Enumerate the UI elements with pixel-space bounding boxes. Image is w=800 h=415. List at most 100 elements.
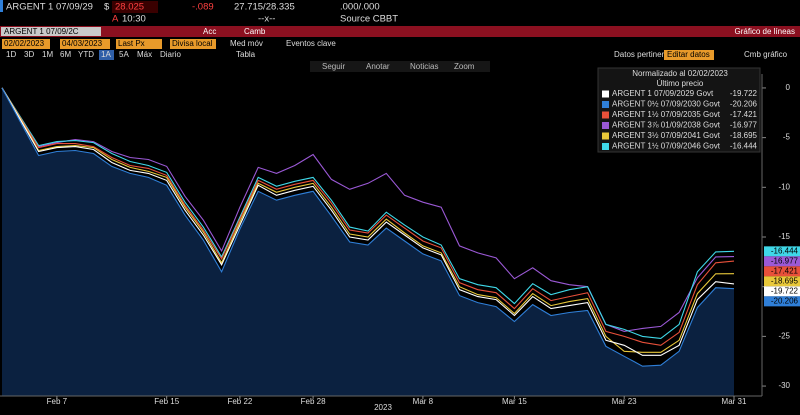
legend-swatch [602,132,609,140]
x-group-label: 2023 [374,403,392,412]
series-line [1,87,735,356]
y-tick-label: -15 [778,232,790,241]
tool-button[interactable]: Seguir [322,62,345,71]
y-tick-label: -25 [778,331,790,340]
period-button[interactable]: YTD [78,50,94,59]
legend-subtitle: Último precio [657,79,704,88]
currency: $ [104,2,110,13]
value-flag [764,276,800,287]
legend-swatch [602,90,609,98]
y-tick-label: -10 [778,182,790,191]
series-line [1,87,735,332]
legend-title: Normalizado al 02/02/2023 [632,69,728,78]
period-button[interactable]: Diario [160,50,181,59]
actions-menu[interactable]: Acc [203,27,216,36]
x-tick-label: Mar 23 [612,397,637,406]
legend-label: ARGENT 3½ 07/09/2041 Govt [612,131,721,140]
value-flag-label: -18.695 [771,276,799,285]
view-title: Gráfico de líneas [735,27,795,36]
legend-label: ARGENT 0½ 07/09/2030 Govt [612,100,721,109]
ticker-marker [0,0,3,12]
value-flag [764,256,800,267]
period-button[interactable]: 5A [119,50,129,59]
price-box [112,1,158,13]
legend-swatch [602,143,609,150]
legend-value: -20.206 [730,100,758,109]
legend-value: -18.695 [730,131,758,140]
legend-swatch [602,122,609,129]
value-flag-label: -20.206 [771,296,799,305]
legend-swatch [602,111,609,119]
start-date[interactable]: 02/02/2023 [4,39,45,48]
edit-data[interactable]: Editar datos [667,50,710,59]
security-box[interactable]: ARGENT 1 07/09/2C [4,27,79,36]
series-line [1,87,735,353]
legend-swatch [602,101,609,108]
time: 10:30 [122,14,146,25]
end-date-box[interactable] [60,39,110,49]
legend-label: ARGENT 3⅞ 01/09/2038 Govt [612,121,721,130]
x-tick-label: Feb 15 [154,397,179,406]
area [2,87,734,396]
legend-value: -16.444 [730,142,758,151]
series-line [1,87,735,367]
field[interactable]: Last Px [118,39,145,48]
tool-button[interactable]: Zoom [454,62,475,71]
period-button[interactable]: 1A [101,50,111,59]
edit-data-box[interactable] [664,50,714,60]
chart-toolbar [310,61,490,72]
value-flag-label: -16.977 [771,256,799,265]
value-flag-label: -17.421 [771,266,799,275]
y-tick-label: -5 [783,133,791,142]
time-flag: A [112,14,119,25]
x-tick-label: Feb 28 [301,397,326,406]
source: Source CBBT [340,14,398,25]
x-tick-label: Mar 8 [413,397,434,406]
key-events[interactable]: Eventos clave [286,39,336,48]
size: --x-- [258,14,275,25]
value-flag [764,246,800,257]
legend-label: ARGENT 1½ 07/09/2035 Govt [612,110,721,119]
legend-value: -19.722 [730,89,758,98]
x-tick-label: Mar 31 [722,397,747,406]
legend-label: ARGENT 1½ 07/09/2046 Govt [612,142,721,151]
period-highlight[interactable] [99,50,114,60]
value-flag-label: -19.722 [771,286,799,295]
related-data[interactable]: Datos pertinent [614,50,669,59]
x-tick-label: Feb 7 [47,397,68,406]
change: -.089 [192,2,214,13]
series-line [1,87,735,339]
tool-button[interactable]: Noticias [410,62,438,71]
change-chart[interactable]: Cmb gráfico [744,50,788,59]
start-date-box[interactable] [2,39,50,49]
currency-mode[interactable]: Divisa local [172,39,213,48]
security-input[interactable] [1,27,101,36]
period-button[interactable]: 1M [42,50,53,59]
value-flag [764,286,800,297]
legend-value: -16.977 [730,121,758,130]
period-button[interactable]: 3D [24,50,34,59]
x-tick-label: Mar 15 [502,397,527,406]
value-flag-label: -16.444 [771,246,799,255]
value-flag [764,266,800,277]
legend-value: -17.421 [730,110,758,119]
y-tick-label: 0 [786,83,791,92]
x-tick-label: Feb 22 [227,397,252,406]
y-tick-label: -30 [778,381,790,390]
period-button[interactable]: Máx [137,50,152,59]
table-button[interactable]: Tabla [236,50,256,59]
moving-avg[interactable]: Med móv [230,39,263,48]
settings-menu[interactable]: Camb [244,27,266,36]
end-date[interactable]: 04/03/2023 [62,39,103,48]
yield-pair: .000/.000 [340,2,380,13]
ticker: ARGENT 1 07/09/29 [6,2,93,13]
price: 28.025 [115,2,144,13]
field-box[interactable] [116,39,162,49]
currency-box[interactable] [170,39,216,49]
legend-box [597,67,761,153]
tool-button[interactable]: Anotar [366,62,390,71]
series-line [1,87,735,346]
period-button[interactable]: 1D [6,50,16,59]
period-button[interactable]: 6M [60,50,71,59]
